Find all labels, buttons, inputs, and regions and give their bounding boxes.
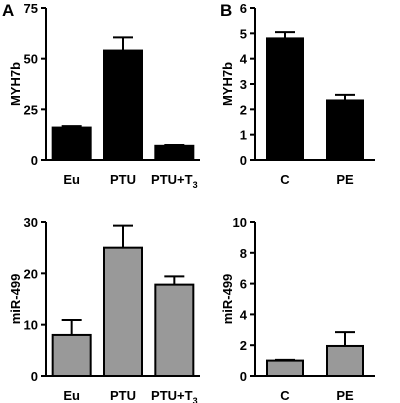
category-label: PTU+T3	[151, 388, 198, 403]
bar-eu	[51, 333, 92, 377]
bar-c	[266, 37, 304, 161]
y-tick-label: 5	[240, 26, 247, 41]
category-label: PTU+T3	[151, 172, 198, 190]
y-tick-label: 1	[240, 128, 247, 143]
category-label: PE	[336, 172, 354, 187]
bar-ptu-t3	[154, 283, 195, 378]
category-label: C	[280, 172, 290, 187]
y-tick-label: 50	[24, 52, 38, 67]
y-tick-label: 75	[24, 1, 38, 16]
bar-c	[266, 359, 304, 378]
subscript: 3	[193, 180, 198, 190]
chart-myh7b-thyroid: 0 25 50 75 MYH7b Eu PTU PTU+T3	[8, 1, 200, 190]
y-tick-label: 10	[233, 215, 247, 230]
y-tick-label: 10	[24, 318, 38, 333]
bar-pe	[326, 99, 364, 161]
chart-mir499-pe: 0 2 4 6 8 10 miR-499 C PE	[220, 215, 375, 403]
category-label: Eu	[63, 388, 80, 403]
y-tick-label: 0	[31, 369, 38, 384]
y-tick-label: 6	[240, 1, 247, 16]
bar-ptu-t3	[154, 144, 195, 162]
y-tick-label: 8	[240, 246, 247, 261]
y-tick-label: 4	[240, 307, 248, 322]
category-label: PTU	[110, 172, 136, 187]
category-label: C	[280, 388, 290, 403]
y-tick-label: 20	[24, 266, 38, 281]
subscript: 3	[193, 396, 198, 403]
category-label: PE	[336, 388, 354, 403]
chart-myh7b-pe: 0 1 2 3 4 5 6 MYH7b C PE	[220, 1, 375, 187]
y-tick-label: 4	[240, 52, 248, 67]
y-tick-label: 25	[24, 102, 38, 117]
panel-letter-b: B	[220, 1, 232, 20]
chart-mir499-thyroid: 0 10 20 30 miR-499 Eu PTU PTU+T3	[8, 215, 200, 403]
bar-ptu	[103, 246, 143, 377]
bar-ptu	[103, 49, 143, 162]
y-tick-label: 0	[31, 153, 38, 168]
bar-eu	[51, 126, 92, 161]
category-label: PTU	[110, 388, 136, 403]
y-tick-label: 3	[240, 77, 247, 92]
y-tick-label: 2	[240, 102, 247, 117]
category-label: Eu	[63, 172, 80, 187]
y-axis-title: miR-499	[8, 274, 23, 325]
y-axis-title: MYH7b	[8, 62, 23, 106]
y-axis-title: MYH7b	[220, 62, 235, 106]
bar-pe	[326, 344, 364, 378]
y-tick-label: 0	[240, 369, 247, 384]
panel-letter-a: A	[2, 1, 14, 20]
y-tick-label: 6	[240, 277, 247, 292]
y-axis-title: miR-499	[220, 274, 235, 325]
y-tick-label: 2	[240, 338, 247, 353]
y-tick-label: 0	[240, 153, 247, 168]
y-tick-label: 30	[24, 215, 38, 230]
